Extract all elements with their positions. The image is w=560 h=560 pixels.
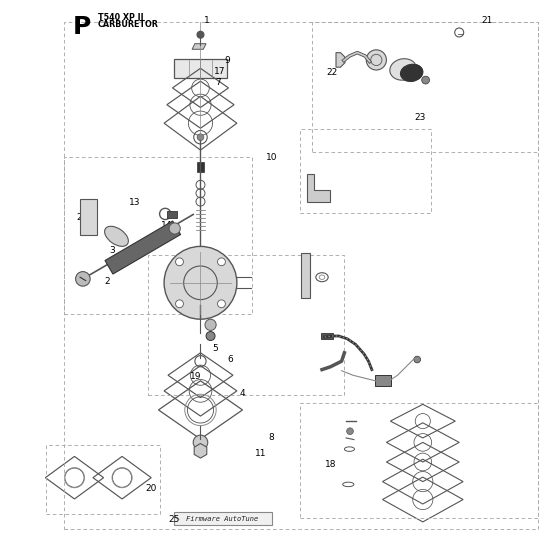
Text: 22: 22 xyxy=(326,68,337,77)
Text: 8: 8 xyxy=(268,433,274,442)
Text: Firmware AutoTune: Firmware AutoTune xyxy=(186,516,259,521)
Bar xyxy=(321,333,333,339)
Text: 9: 9 xyxy=(224,56,230,65)
Text: 25: 25 xyxy=(168,515,179,524)
Text: 13: 13 xyxy=(129,198,140,207)
Ellipse shape xyxy=(400,64,423,81)
Bar xyxy=(197,162,204,172)
Text: 3: 3 xyxy=(109,246,115,255)
Text: 23: 23 xyxy=(414,113,426,122)
Polygon shape xyxy=(192,44,206,49)
Polygon shape xyxy=(80,199,97,235)
Text: 5: 5 xyxy=(213,344,218,353)
Text: 11: 11 xyxy=(255,449,267,458)
Text: 20: 20 xyxy=(146,484,157,493)
Text: P: P xyxy=(73,15,91,39)
Circle shape xyxy=(76,272,90,286)
Circle shape xyxy=(164,246,237,319)
Text: 24: 24 xyxy=(77,213,88,222)
Circle shape xyxy=(217,258,225,266)
Polygon shape xyxy=(301,253,310,298)
Circle shape xyxy=(176,258,184,266)
Polygon shape xyxy=(194,444,207,458)
Polygon shape xyxy=(336,53,345,67)
Ellipse shape xyxy=(105,226,128,246)
Polygon shape xyxy=(105,221,181,274)
Text: 17: 17 xyxy=(214,67,226,76)
Text: CARBURETOR: CARBURETOR xyxy=(98,20,159,29)
Ellipse shape xyxy=(316,273,328,282)
Bar xyxy=(167,211,177,218)
Text: 19: 19 xyxy=(190,372,201,381)
Text: 10: 10 xyxy=(266,153,277,162)
Bar xyxy=(375,375,391,386)
Polygon shape xyxy=(174,59,227,78)
Circle shape xyxy=(206,332,215,340)
FancyBboxPatch shape xyxy=(174,512,272,525)
Circle shape xyxy=(366,50,386,70)
Circle shape xyxy=(197,31,204,38)
Polygon shape xyxy=(307,174,330,202)
Text: 21: 21 xyxy=(482,16,493,25)
Ellipse shape xyxy=(400,64,423,81)
Circle shape xyxy=(347,428,353,435)
Circle shape xyxy=(205,319,216,330)
Circle shape xyxy=(176,300,184,307)
Circle shape xyxy=(217,300,225,307)
Circle shape xyxy=(422,76,430,84)
Text: 4: 4 xyxy=(239,389,245,398)
Text: 7: 7 xyxy=(216,78,221,87)
Text: 6: 6 xyxy=(228,355,234,364)
Circle shape xyxy=(414,356,421,363)
Text: 2: 2 xyxy=(105,277,110,286)
Circle shape xyxy=(197,134,204,141)
Text: 1: 1 xyxy=(204,16,210,25)
Text: 18: 18 xyxy=(325,460,336,469)
Ellipse shape xyxy=(390,59,417,80)
Circle shape xyxy=(169,223,180,234)
Text: 14: 14 xyxy=(161,221,172,230)
Circle shape xyxy=(193,435,208,450)
Text: T540 XP II: T540 XP II xyxy=(98,13,143,22)
